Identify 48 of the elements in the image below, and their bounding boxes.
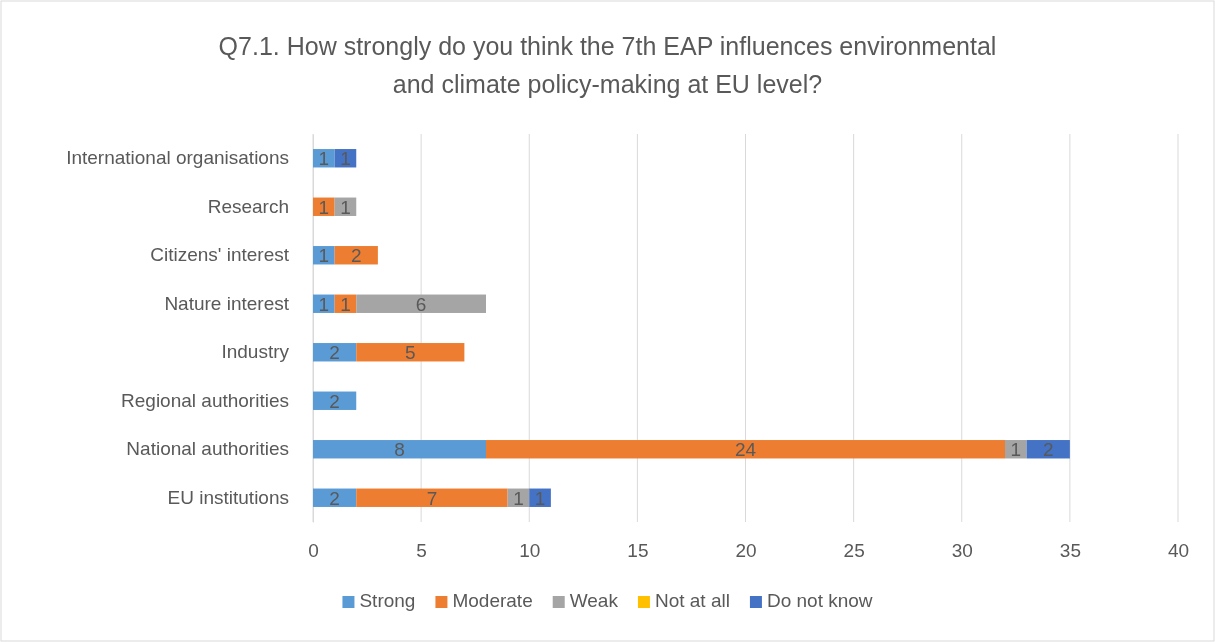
x-tick-label: 15 — [627, 540, 649, 562]
bar — [356, 488, 508, 507]
data-label: 5 — [405, 342, 416, 364]
legend-label: Moderate — [452, 590, 533, 611]
bar — [356, 294, 486, 313]
x-tick-label: 40 — [1167, 540, 1190, 562]
data-label: 1 — [318, 293, 330, 315]
x-tick-label: 30 — [951, 540, 973, 562]
legend-label: Do not know — [766, 590, 873, 611]
y-tick-label: Nature interest — [164, 292, 290, 314]
y-tick-label: Research — [207, 195, 289, 217]
data-label: 1 — [340, 293, 351, 315]
data-label: 1 — [340, 148, 351, 170]
data-label: 1 — [340, 196, 351, 218]
legend-label: Not at all — [654, 590, 730, 611]
legend-label: Weak — [569, 590, 619, 611]
data-label: 6 — [415, 293, 427, 315]
legend-label: Strong — [359, 590, 416, 611]
data-label: 2 — [350, 245, 362, 267]
data-label: 2 — [329, 342, 340, 364]
x-tick-label: 0 — [308, 540, 319, 562]
data-label: 1 — [318, 196, 330, 218]
y-tick-label: Industry — [221, 341, 290, 363]
data-label: 2 — [329, 390, 340, 412]
y-tick-label: International organisations — [66, 147, 289, 169]
data-label: 1 — [513, 487, 524, 509]
y-tick-label: Citizens' interest — [150, 244, 290, 266]
data-label: 7 — [426, 487, 438, 509]
x-tick-label: 10 — [519, 540, 541, 562]
data-label: 1 — [318, 148, 330, 170]
x-tick-label: 20 — [735, 540, 757, 562]
data-label: 1 — [534, 487, 546, 509]
bar — [486, 440, 1005, 459]
x-tick-label: 25 — [843, 540, 865, 562]
data-label: 24 — [734, 439, 757, 461]
data-label: 2 — [329, 487, 340, 509]
bar — [356, 343, 465, 362]
y-tick-label: National authorities — [126, 438, 289, 460]
data-label: 1 — [1010, 439, 1022, 461]
chart-title: Q7.1. How strongly do you think the 7th EAP influences environmental and climate policy-making at EU level? — [218, 32, 997, 98]
data-label: 1 — [318, 245, 330, 267]
x-tick-label: 5 — [416, 540, 427, 562]
y-tick-label: Regional authorities — [121, 389, 289, 411]
data-label: 8 — [394, 439, 405, 461]
bar — [313, 440, 486, 459]
x-tick-label: 35 — [1059, 540, 1081, 562]
data-label: 2 — [1042, 439, 1054, 461]
y-tick-label: EU institutions — [167, 486, 289, 508]
